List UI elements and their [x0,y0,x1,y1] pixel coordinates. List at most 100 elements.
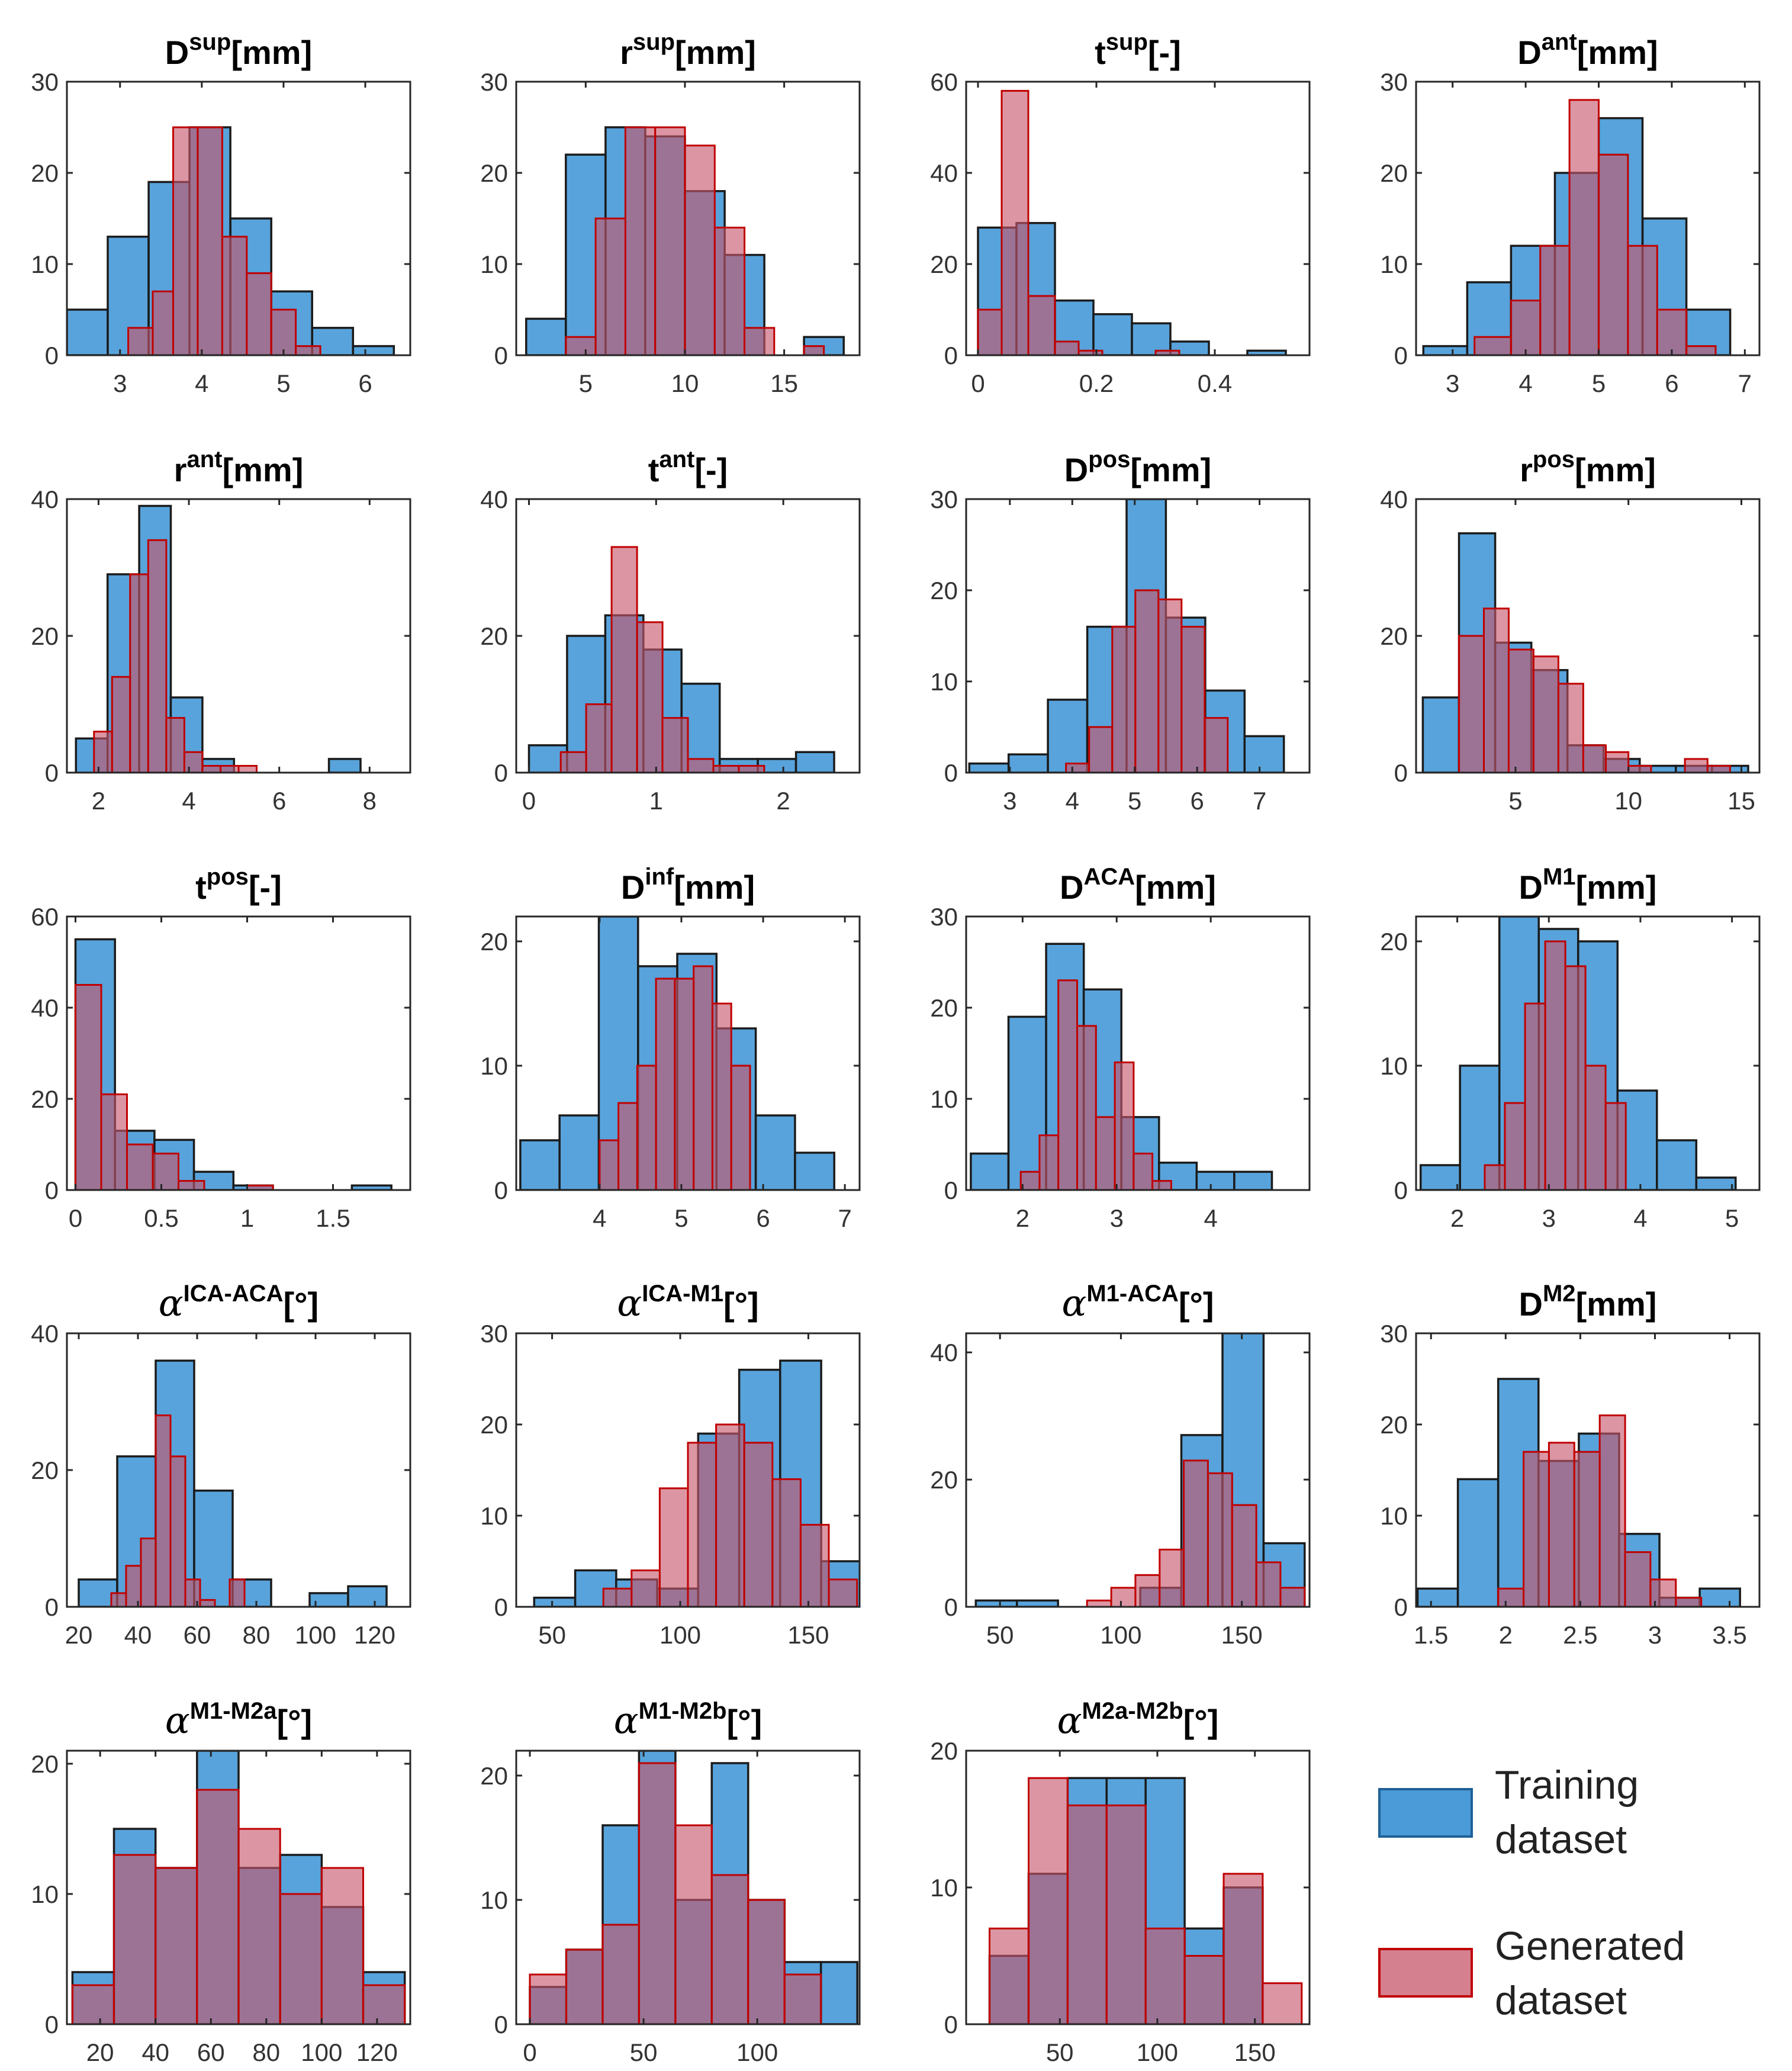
panel-title: DACA[mm] [1060,864,1216,906]
generated-bar [1532,655,1559,773]
y-tick-label: 20 [31,1456,59,1484]
generated-bar [1159,1548,1185,1607]
training-bar [794,1152,835,1190]
x-tick-label: 6 [358,369,372,397]
generated-bar [687,1442,718,1607]
y-tick-label: 0 [1394,342,1408,369]
generated-bar [237,1828,281,2024]
x-tick-label: 5 [1128,787,1141,815]
generated-bar [178,1180,205,1190]
generated-bar [362,1984,406,2024]
generated-bar [687,758,715,773]
x-tick-label: 40 [141,2038,169,2066]
x-tick-label: 1 [240,1204,254,1232]
y-tick-label: 0 [45,1593,59,1621]
histogram-panel: 0 10 20 2 3 4 5 DM1[mm] [1380,864,1761,1232]
x-tick-label: 2.5 [1563,1621,1597,1649]
generated-bar [636,1065,657,1190]
training-bar [1456,1478,1500,1607]
x-tick-label: 4 [182,787,195,815]
generated-bar [1088,726,1114,773]
x-tick-label: 0.2 [1079,369,1114,397]
generated-bar [197,126,223,355]
x-tick-label: 0.5 [144,1204,178,1232]
generated-bar [602,1587,633,1607]
y-tick-label: 30 [930,903,958,931]
panel-title: tant[-] [648,446,728,488]
y-tick-label: 40 [31,994,59,1022]
x-tick-label: 6 [756,1204,770,1232]
generated-bar [1157,598,1183,773]
generated-bar [674,977,695,1190]
x-tick-label: 3 [1542,1204,1556,1232]
x-tick-label: 2 [776,787,790,815]
generated-bar [599,1139,620,1190]
x-tick-label: 10 [1614,787,1642,815]
generated-bar [828,1578,858,1607]
generated-bar [1231,1504,1257,1607]
legend-swatch-training [1378,1788,1473,1838]
generated-bar [1028,1777,1069,2024]
y-tick-label: 20 [31,1085,59,1113]
x-tick-label: 4 [1066,787,1079,815]
y-tick-label: 0 [944,342,958,369]
panel-title: αM1-M2b[°] [614,1698,762,1742]
x-tick-label: 3 [1446,369,1459,397]
x-tick-label: 0 [522,787,536,815]
y-tick-label: 40 [930,1339,958,1366]
training-bar [352,345,395,355]
generated-bar [183,751,204,773]
y-tick-label: 40 [1380,485,1408,513]
generated-bar [1133,1152,1154,1190]
x-tick-label: 2 [1450,1204,1464,1232]
axes-frame [515,1332,861,1608]
x-tick-label: 100 [295,1621,336,1649]
generated-bar [1568,99,1600,355]
y-tick-label: 10 [31,1880,59,1908]
generated-bar [140,1538,157,1607]
generated-bar [1598,153,1629,355]
generated-bar [712,765,740,773]
generated-bar [1134,589,1160,773]
generated-bar [1564,965,1587,1190]
x-tick-label: 80 [252,2038,280,2066]
training-bar [1422,345,1469,355]
generated-bar [559,751,587,773]
y-tick-label: 40 [31,1320,59,1348]
generated-bar [126,1143,154,1190]
x-tick-label: 5 [276,369,290,397]
x-tick-label: 1.5 [316,1204,350,1232]
generated-bar [295,345,321,355]
axes-frame [965,81,1311,356]
generated-bar [1019,1170,1041,1190]
x-tick-label: 3 [1648,1621,1662,1649]
generated-bar [1105,1804,1147,2024]
generated-bar [630,1569,661,1607]
generated-bar [100,1093,128,1190]
histogram-panel: 0 20 40 2 4 6 8 rant[mm] [31,446,411,815]
generated-bar [165,717,185,773]
x-tick-label: 100 [1100,1621,1141,1649]
generated-bar [655,977,676,1190]
generated-bar [125,1565,142,1607]
generated-bar [1279,1587,1306,1607]
generated-bar [783,1973,822,2024]
x-tick-label: 1.5 [1414,1621,1448,1649]
training-bar [558,1114,600,1190]
generated-bar [771,1478,802,1607]
generated-bar [1204,717,1229,773]
x-tick-label: 7 [1738,369,1752,397]
generated-bar [1183,1459,1209,1607]
x-tick-label: 100 [659,1621,701,1649]
y-tick-label: 20 [930,577,958,604]
histogram-panel: 0 10 20 30 3 4 5 6 7 Dant[mm] [1380,29,1761,397]
y-tick-label: 40 [480,485,508,513]
generated-bar [1255,1561,1282,1607]
generated-bar [1483,607,1510,773]
training-bar [794,751,835,773]
y-tick-label: 20 [480,159,508,187]
axes-frame [1415,81,1761,356]
axes-frame [66,1750,411,2025]
training-bar [1421,696,1460,773]
x-tick-label: 5 [674,1204,688,1232]
